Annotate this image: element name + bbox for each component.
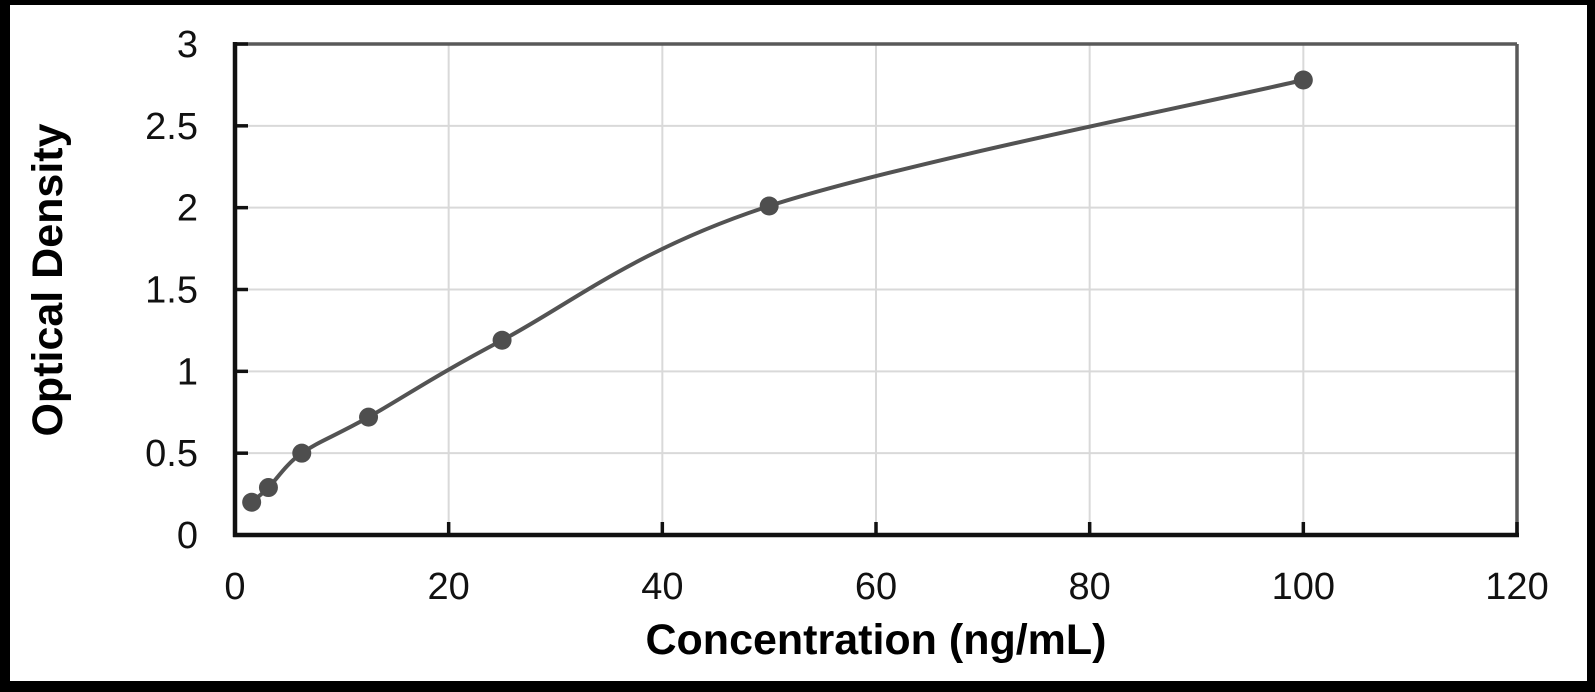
data-point-markers — [242, 70, 1313, 512]
data-point-marker — [1293, 70, 1313, 90]
y-tick-labels: 0 0.5 1 1.5 2 2.5 3 — [145, 24, 198, 557]
fit-curve-line — [249, 78, 1306, 505]
y-tick-label: 2.5 — [145, 106, 198, 148]
x-axis-title: Concentration (ng/mL) — [645, 616, 1106, 664]
data-point-marker — [292, 443, 312, 463]
x-tick-label: 60 — [855, 566, 897, 608]
data-point-marker — [759, 196, 779, 216]
frame-top — [0, 0, 1595, 5]
y-tick-label: 3 — [177, 24, 198, 66]
y-tick-label: 1.5 — [145, 270, 198, 312]
frame-bottom — [0, 681, 1595, 692]
x-tick-label: 40 — [641, 566, 683, 608]
x-tick-label: 80 — [1069, 566, 1111, 608]
y-tick-label: 0 — [177, 515, 198, 557]
axis-ticks — [235, 42, 1519, 535]
x-tick-labels: 0 20 40 60 80 100 120 — [224, 566, 1548, 608]
x-tick-label: 20 — [428, 566, 470, 608]
plot-border — [235, 42, 1519, 535]
data-point-marker — [258, 478, 278, 498]
frame-left — [0, 0, 10, 692]
y-tick-label: 2 — [177, 188, 198, 230]
x-tick-label: 120 — [1485, 566, 1548, 608]
data-point-marker — [242, 492, 262, 512]
x-tick-label: 0 — [224, 566, 245, 608]
y-tick-label: 0.5 — [145, 433, 198, 475]
gridlines — [235, 43, 1518, 535]
data-point-marker — [359, 407, 379, 427]
frame-right — [1587, 0, 1595, 692]
data-point-marker — [492, 330, 512, 350]
y-tick-label: 1 — [177, 351, 198, 393]
y-axis-title: Optical Density — [24, 123, 72, 436]
x-tick-label: 100 — [1272, 566, 1335, 608]
